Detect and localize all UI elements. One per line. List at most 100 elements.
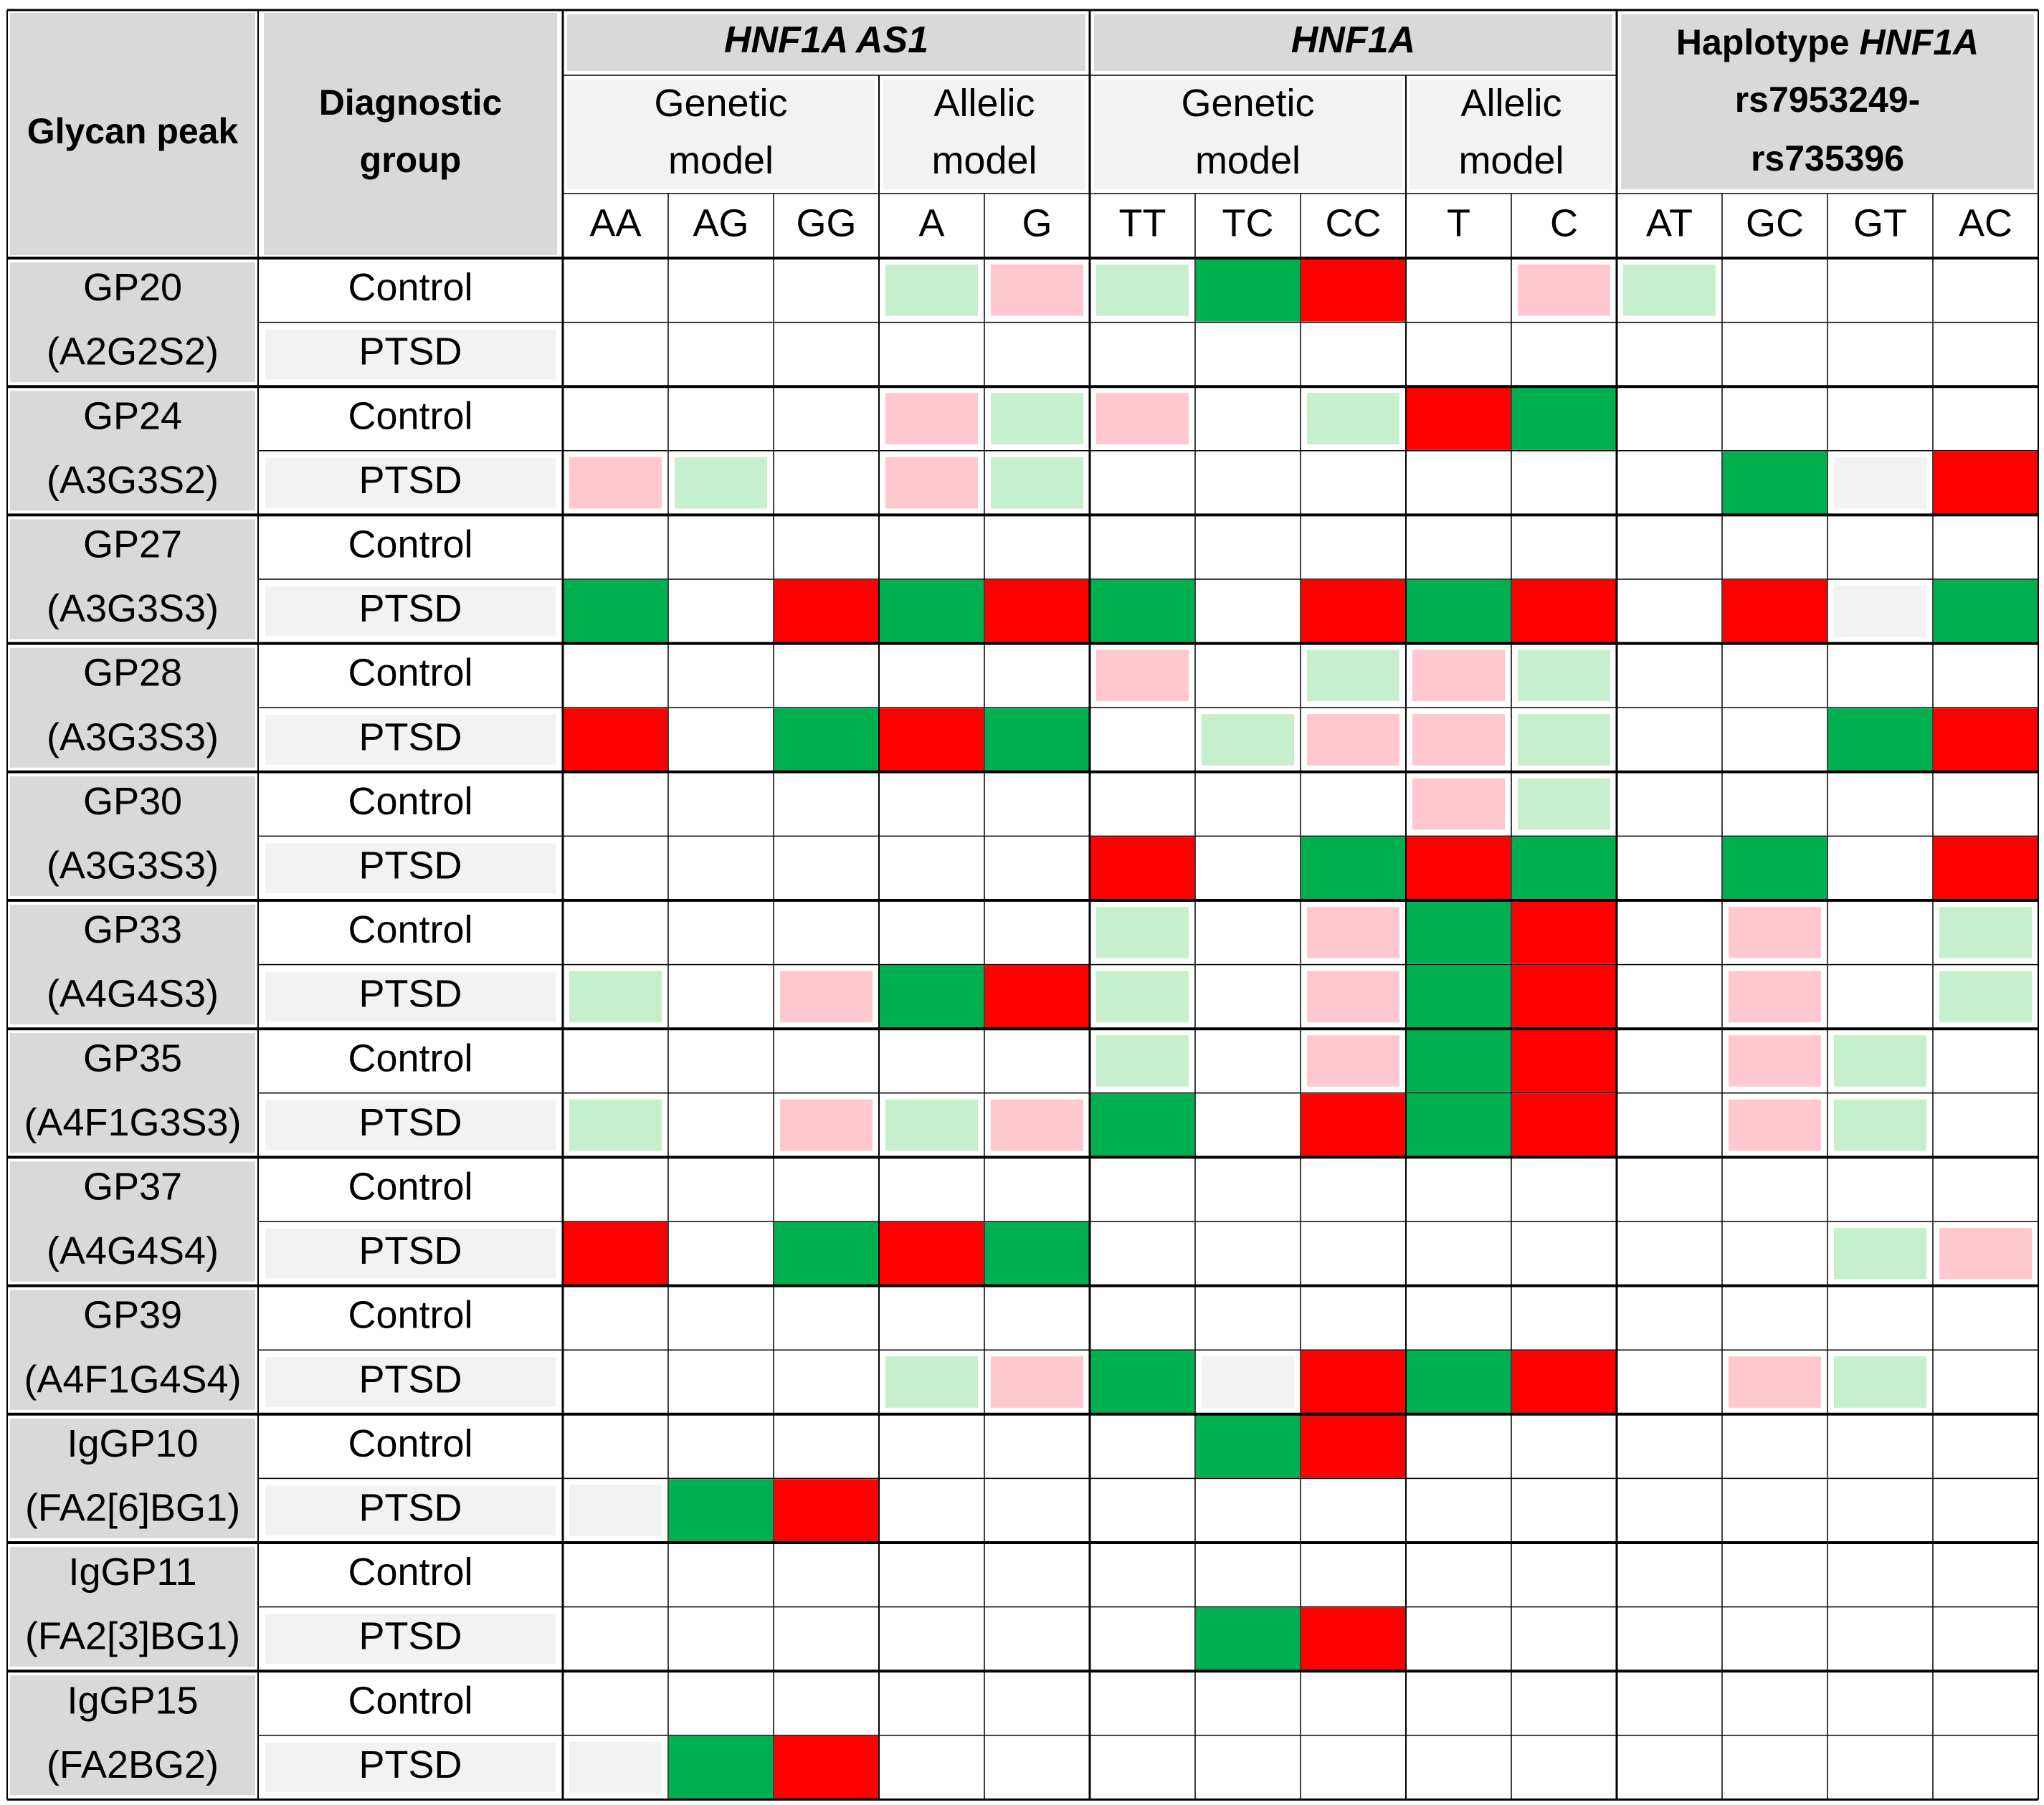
heatmap-cell-AT-r0	[1623, 265, 1716, 316]
heatmap-cell-C-r2	[1512, 387, 1616, 450]
heatmap-cell-GG-r15	[774, 1222, 878, 1285]
heatmap-cell-TT-r2	[1096, 393, 1189, 444]
group-label-ptsd: PTSD	[358, 587, 462, 630]
column-label-C: C	[1550, 201, 1578, 244]
heatmap-cell-AA-r7	[564, 708, 667, 771]
heatmap-cell-AA-r15	[564, 1222, 667, 1285]
heatmap-cell-C-r9	[1512, 837, 1616, 900]
heatmap-cell-TC-r0	[1196, 259, 1300, 322]
heatmap-cell-GT-r3	[1834, 457, 1926, 509]
column-label-A: A	[918, 201, 944, 244]
heatmap-cell-A-r3	[885, 457, 978, 509]
heatmap-cell-GT-r13	[1834, 1099, 1926, 1151]
heatmap-cell-GC-r13	[1729, 1099, 1821, 1151]
heatmap-cell-AC-r15	[1939, 1228, 2032, 1280]
column-label-AT: AT	[1646, 201, 1693, 244]
glycan-structure-label: (A3G3S3)	[47, 844, 219, 887]
heatmap-cell-T-r5	[1407, 580, 1511, 643]
heatmap-cell-A-r5	[880, 580, 984, 643]
ptsd-label-bg	[265, 1100, 556, 1151]
glycan-peak-label: IgGP10	[67, 1422, 198, 1465]
heatmap-cell-T-r12	[1407, 1029, 1511, 1092]
heatmap-cell-TC-r21	[1196, 1607, 1300, 1671]
ptsd-label-bg	[265, 1357, 556, 1407]
group-label-control: Control	[348, 394, 472, 437]
genetic-model-header: model	[668, 139, 774, 182]
group-label-control: Control	[348, 652, 472, 695]
heatmap-cell-TT-r17	[1090, 1351, 1194, 1414]
hnf1a-header: HNF1A	[1291, 19, 1415, 61]
heatmap-cell-C-r8	[1518, 778, 1610, 830]
ptsd-label-bg	[265, 1229, 556, 1279]
ptsd-label-bg	[265, 715, 556, 765]
glycan-peak-bg	[10, 1675, 255, 1796]
heatmap-cell-CC-r13	[1301, 1093, 1405, 1157]
column-label-AG: AG	[693, 201, 748, 244]
diagnostic-group-header: Diagnostic	[319, 82, 503, 123]
heatmap-cell-CC-r6	[1307, 649, 1399, 702]
heatmap-cell-C-r6	[1518, 649, 1610, 702]
heatmap-cell-T-r8	[1412, 778, 1505, 830]
glycan-peak-label: IgGP15	[67, 1679, 198, 1722]
column-label-AA: AA	[589, 201, 641, 244]
heatmap-cell-A-r0	[885, 265, 978, 316]
glycan-structure-label: (A2G2S2)	[47, 330, 219, 373]
heatmap-cell-A-r17	[885, 1356, 978, 1408]
heatmap-cell-GG-r7	[774, 708, 878, 771]
ptsd-label-bg	[265, 1485, 556, 1535]
group-label-control: Control	[348, 1679, 472, 1722]
glycan-peak-label: GP28	[83, 652, 182, 695]
heatmap-cell-TC-r17	[1202, 1356, 1294, 1408]
heatmap-cell-AA-r11	[569, 971, 662, 1023]
heatmap-cell-C-r12	[1512, 1029, 1616, 1092]
heatmap-cell-GC-r10	[1729, 907, 1821, 958]
group-label-ptsd: PTSD	[358, 1229, 462, 1272]
heatmap-cell-CC-r18	[1301, 1414, 1405, 1478]
group-label-ptsd: PTSD	[358, 715, 462, 758]
heatmap-cell-GG-r11	[780, 971, 873, 1023]
ptsd-label-bg	[265, 1614, 556, 1664]
heatmap-cell-AC-r5	[1934, 580, 2038, 643]
heatmap-cell-A-r15	[880, 1222, 984, 1285]
column-label-CC: CC	[1326, 201, 1382, 244]
heatmap-cell-CC-r10	[1307, 907, 1399, 958]
heatmap-cell-CC-r5	[1301, 580, 1405, 643]
group-label-control: Control	[348, 523, 472, 566]
column-label-GG: GG	[796, 201, 856, 244]
heatmap-cell-G-r7	[985, 708, 1089, 771]
glycan-structure-label: (FA2[6]BG1)	[25, 1486, 240, 1529]
glycan-structure-label: (A3G3S3)	[47, 587, 219, 630]
heatmap-cell-A-r13	[885, 1099, 978, 1151]
glycan-peak-bg	[10, 776, 255, 896]
allelic-model-header: model	[1458, 139, 1564, 182]
heatmap-cell-TC-r18	[1196, 1414, 1300, 1478]
heatmap-cell-G-r5	[985, 580, 1089, 643]
heatmap-cell-C-r10	[1512, 901, 1616, 964]
haplotype-header-bg	[1621, 14, 2034, 189]
heatmap-cell-AC-r3	[1934, 451, 2038, 515]
glycan-peak-label: GP39	[83, 1294, 182, 1337]
hnf1a-as1-header: HNF1A AS1	[724, 19, 928, 61]
heatmap-cell-A-r11	[880, 965, 984, 1029]
heatmap-cell-AA-r5	[564, 580, 667, 643]
heatmap-cell-GG-r23	[774, 1735, 878, 1799]
heatmap-cell-AG-r23	[669, 1735, 773, 1799]
heatmap-cell-A-r2	[885, 393, 978, 444]
heatmap-cell-G-r2	[991, 393, 1083, 444]
glycan-peak-label: GP30	[83, 780, 182, 823]
glycan-peak-label: GP35	[83, 1037, 182, 1080]
group-label-control: Control	[348, 1294, 472, 1337]
heatmap-cell-AG-r19	[669, 1479, 773, 1542]
glycan-peak-label: IgGP11	[68, 1551, 196, 1594]
group-label-control: Control	[348, 780, 472, 823]
group-label-ptsd: PTSD	[358, 1101, 462, 1144]
model-header-bg	[1410, 80, 1612, 189]
ptsd-label-bg	[265, 457, 556, 508]
group-label-control: Control	[348, 1165, 472, 1208]
heatmap-cell-C-r13	[1512, 1093, 1616, 1157]
column-label-GC: GC	[1746, 201, 1804, 244]
heatmap-cell-TT-r10	[1096, 907, 1189, 958]
heatmap-cell-TT-r11	[1096, 971, 1189, 1023]
heatmap-cell-T-r17	[1407, 1351, 1511, 1414]
genetic-model-header: Genetic	[654, 82, 787, 125]
